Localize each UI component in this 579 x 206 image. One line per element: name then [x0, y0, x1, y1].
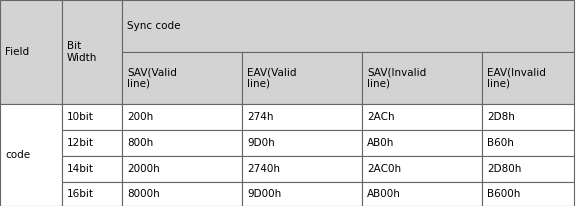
Text: AB0h: AB0h	[367, 138, 394, 148]
Bar	[122, 52, 242, 104]
Bar	[62, 104, 122, 130]
Text: Sync code: Sync code	[127, 21, 181, 31]
Text: B600h: B600h	[487, 189, 521, 199]
Text: 2D8h: 2D8h	[487, 112, 515, 122]
Bar	[122, 0, 574, 52]
Bar	[62, 156, 122, 182]
Text: 9D0h: 9D0h	[247, 138, 275, 148]
Text: EAV(Valid
line): EAV(Valid line)	[247, 67, 296, 89]
Bar	[242, 130, 362, 156]
Text: 2D80h: 2D80h	[487, 164, 521, 174]
Text: 2740h: 2740h	[247, 164, 280, 174]
Text: 12bit: 12bit	[67, 138, 94, 148]
Text: B60h: B60h	[487, 138, 514, 148]
Bar	[122, 104, 242, 130]
Bar	[0, 104, 62, 206]
Text: 8000h: 8000h	[127, 189, 160, 199]
Bar	[362, 182, 482, 206]
Text: AB00h: AB00h	[367, 189, 401, 199]
Bar	[62, 0, 122, 104]
Bar	[362, 104, 482, 130]
Bar	[482, 182, 574, 206]
Text: 2ACh: 2ACh	[367, 112, 395, 122]
Text: 16bit: 16bit	[67, 189, 94, 199]
Text: 200h: 200h	[127, 112, 153, 122]
Text: 2AC0h: 2AC0h	[367, 164, 401, 174]
Bar	[122, 156, 242, 182]
Text: EAV(Invalid
line): EAV(Invalid line)	[487, 67, 546, 89]
Bar	[122, 130, 242, 156]
Text: 10bit: 10bit	[67, 112, 94, 122]
Bar	[242, 156, 362, 182]
Bar	[122, 182, 242, 206]
Text: Field: Field	[5, 47, 29, 57]
Text: 274h: 274h	[247, 112, 273, 122]
Bar	[482, 52, 574, 104]
Text: code: code	[5, 150, 30, 160]
Text: 800h: 800h	[127, 138, 153, 148]
Text: SAV(Valid
line): SAV(Valid line)	[127, 67, 177, 89]
Bar	[242, 104, 362, 130]
Bar	[62, 130, 122, 156]
Bar	[482, 104, 574, 130]
Text: 2000h: 2000h	[127, 164, 160, 174]
Bar	[62, 182, 122, 206]
Bar	[482, 156, 574, 182]
Bar	[362, 130, 482, 156]
Bar	[362, 52, 482, 104]
Bar	[242, 52, 362, 104]
Bar	[0, 0, 62, 104]
Text: SAV(Invalid
line): SAV(Invalid line)	[367, 67, 426, 89]
Text: 14bit: 14bit	[67, 164, 94, 174]
Bar	[242, 182, 362, 206]
Text: Bit
Width: Bit Width	[67, 41, 97, 63]
Bar	[482, 130, 574, 156]
Text: 9D00h: 9D00h	[247, 189, 281, 199]
Bar	[362, 156, 482, 182]
